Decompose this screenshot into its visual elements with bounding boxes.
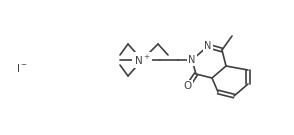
Text: I$^-$: I$^-$ bbox=[16, 62, 28, 74]
Text: N: N bbox=[204, 41, 212, 51]
Text: N: N bbox=[188, 55, 196, 65]
Text: O: O bbox=[184, 81, 192, 91]
Text: N$^+$: N$^+$ bbox=[134, 53, 150, 67]
